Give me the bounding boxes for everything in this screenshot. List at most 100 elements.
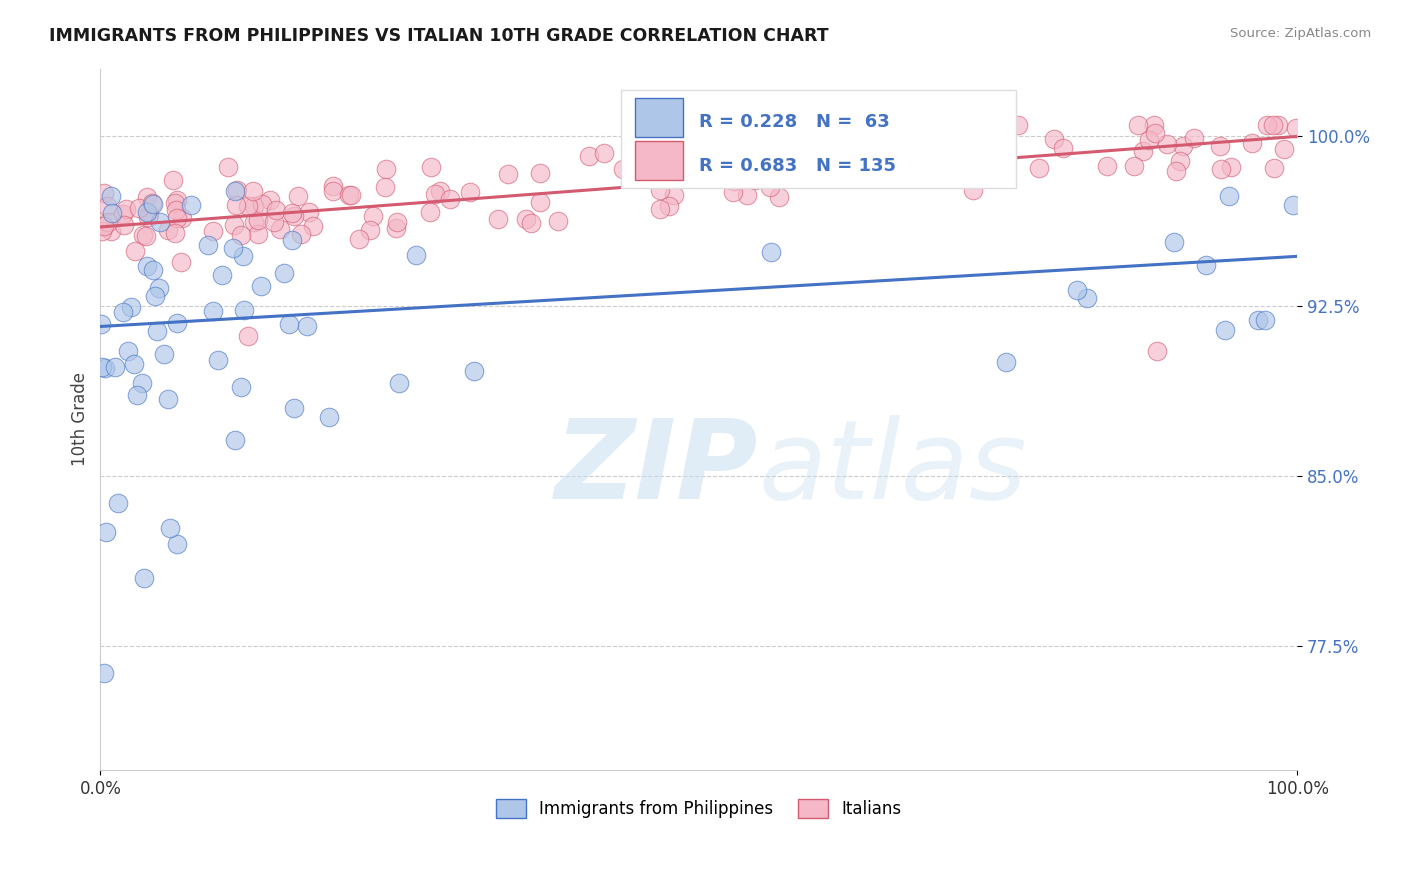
Point	[201, 224, 224, 238]
Point	[359, 223, 381, 237]
Point	[1156, 136, 1178, 151]
Point	[374, 161, 396, 176]
Point	[363, 209, 385, 223]
Point	[94, 525, 117, 540]
Point	[148, 281, 170, 295]
Point	[374, 180, 396, 194]
Text: R = 0.228   N =  63: R = 0.228 N = 63	[699, 113, 890, 131]
FancyBboxPatch shape	[621, 89, 1017, 188]
Point	[283, 209, 305, 223]
Point	[263, 215, 285, 229]
Point	[243, 215, 266, 229]
Point	[1256, 118, 1278, 132]
Point	[801, 124, 824, 138]
FancyBboxPatch shape	[636, 141, 683, 180]
Point	[93, 665, 115, 680]
Point	[132, 227, 155, 242]
Point	[703, 160, 725, 174]
Point	[953, 166, 976, 180]
Point	[131, 376, 153, 390]
Point	[612, 162, 634, 177]
Y-axis label: 10th Grade: 10th Grade	[72, 372, 89, 467]
Point	[242, 199, 264, 213]
Legend: Immigrants from Philippines, Italians: Immigrants from Philippines, Italians	[489, 792, 908, 825]
Point	[290, 227, 312, 242]
Point	[233, 303, 256, 318]
Point	[135, 228, 157, 243]
Point	[142, 197, 165, 211]
Point	[648, 202, 671, 216]
Point	[112, 219, 135, 233]
Point	[1209, 138, 1232, 153]
Point	[1028, 161, 1050, 175]
Point	[170, 211, 193, 226]
Text: ZIP: ZIP	[555, 415, 759, 522]
Point	[683, 168, 706, 182]
Point	[247, 213, 270, 227]
Point	[301, 219, 323, 234]
Point	[132, 571, 155, 585]
Point	[1282, 198, 1305, 212]
Point	[1143, 118, 1166, 132]
Point	[962, 183, 984, 197]
Point	[1182, 130, 1205, 145]
Point	[806, 168, 828, 182]
Point	[1170, 154, 1192, 169]
Point	[1126, 118, 1149, 132]
FancyBboxPatch shape	[636, 98, 683, 136]
Point	[844, 142, 866, 156]
Point	[529, 195, 551, 210]
Point	[337, 188, 360, 202]
Point	[856, 161, 879, 175]
Point	[520, 216, 543, 230]
Point	[710, 164, 733, 178]
Point	[135, 259, 157, 273]
Point	[1285, 120, 1308, 135]
Point	[124, 244, 146, 259]
Point	[420, 160, 443, 174]
Point	[721, 185, 744, 199]
Point	[142, 262, 165, 277]
Point	[149, 214, 172, 228]
Point	[1213, 323, 1236, 337]
Point	[112, 305, 135, 319]
Point	[222, 218, 245, 232]
Point	[238, 199, 260, 213]
Point	[159, 521, 181, 535]
Point	[1218, 189, 1240, 203]
Point	[117, 343, 139, 358]
Point	[529, 166, 551, 180]
Point	[460, 185, 482, 199]
Point	[1261, 118, 1284, 132]
Point	[592, 145, 614, 160]
Point	[259, 193, 281, 207]
Point	[894, 139, 917, 153]
Text: atlas: atlas	[759, 415, 1028, 522]
Point	[111, 206, 134, 220]
Point	[1254, 312, 1277, 326]
Point	[166, 193, 188, 207]
Point	[994, 355, 1017, 369]
Point	[90, 317, 112, 331]
Point	[202, 304, 225, 318]
Point	[322, 178, 344, 193]
Point	[163, 226, 186, 240]
Point	[1166, 164, 1188, 178]
Point	[759, 180, 782, 194]
Point	[283, 401, 305, 415]
Text: R = 0.683   N = 135: R = 0.683 N = 135	[699, 157, 896, 175]
Point	[287, 189, 309, 203]
Point	[720, 169, 742, 183]
Point	[101, 205, 124, 219]
Point	[135, 190, 157, 204]
Point	[658, 199, 681, 213]
Point	[207, 352, 229, 367]
Point	[754, 160, 776, 174]
Point	[339, 187, 361, 202]
Point	[298, 204, 321, 219]
Point	[100, 189, 122, 203]
Point	[439, 192, 461, 206]
Point	[744, 173, 766, 187]
Point	[322, 184, 344, 198]
Point	[141, 195, 163, 210]
